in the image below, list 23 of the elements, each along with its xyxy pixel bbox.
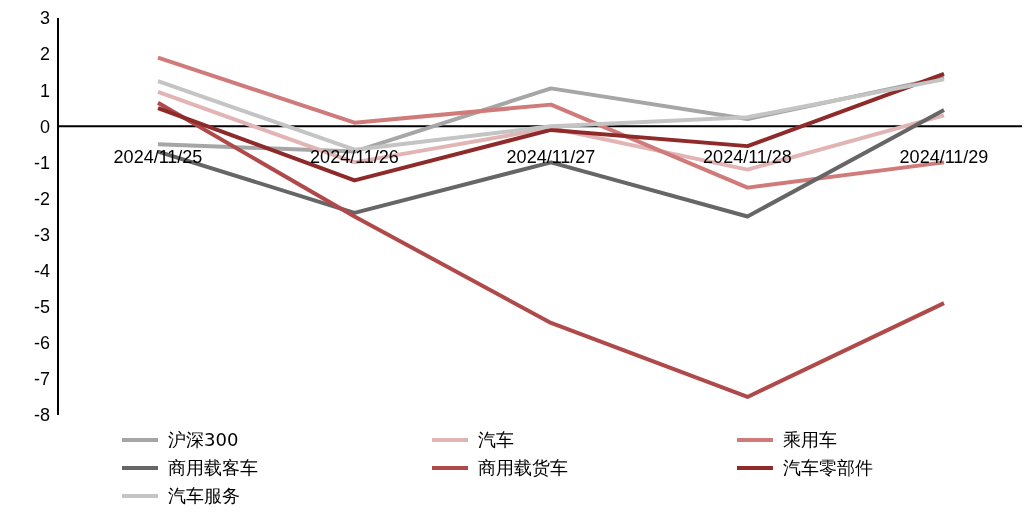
y-tick-label: -8 — [33, 405, 50, 426]
x-tick-label: 2024/11/29 — [899, 146, 989, 167]
y-tick-label: 2 — [39, 44, 50, 65]
legend-label: 沪深300 — [168, 428, 239, 452]
y-tick-label: -4 — [33, 261, 50, 282]
y-tick-label: 0 — [39, 116, 50, 137]
legend-label: 商用载货车 — [478, 456, 568, 480]
y-tick-label: -5 — [33, 297, 50, 318]
y-tick-label: -1 — [33, 152, 50, 173]
legend-label: 汽车 — [478, 428, 514, 452]
y-tick-label: -3 — [33, 224, 50, 245]
y-tick-label: -7 — [33, 369, 50, 390]
x-tick-label: 2024/11/27 — [506, 146, 596, 167]
legend-label: 汽车零部件 — [783, 456, 873, 480]
legend-label: 乘用车 — [783, 428, 837, 452]
legend-label: 汽车服务 — [168, 484, 240, 508]
y-tick-label: -6 — [33, 333, 50, 354]
y-tick-label: 3 — [39, 8, 50, 29]
y-tick-label: -2 — [33, 188, 50, 209]
y-tick-label: 1 — [39, 80, 50, 101]
x-tick-label: 2024/11/26 — [310, 146, 399, 167]
legend-label: 商用载客车 — [168, 456, 258, 480]
x-tick-label: 2024/11/28 — [703, 146, 792, 167]
